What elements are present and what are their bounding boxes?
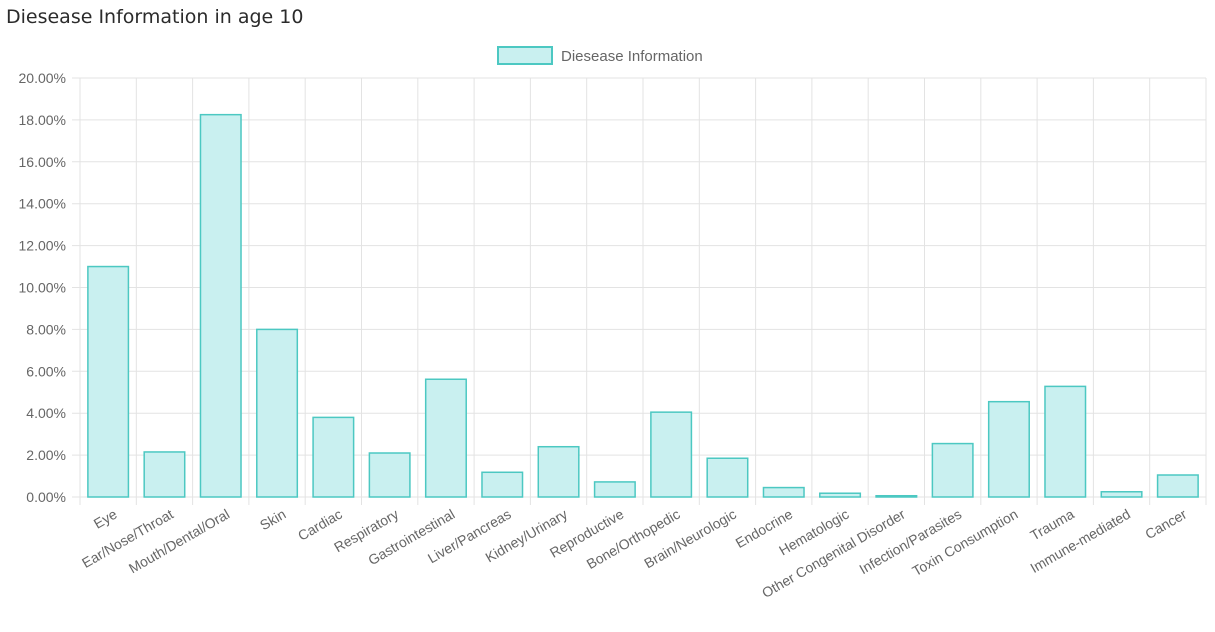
bar-infection-parasites[interactable]: [931, 442, 974, 498]
y-tick-label: 10.00%: [19, 280, 66, 296]
y-tick-label: 20.00%: [19, 70, 66, 86]
y-tick-label: 14.00%: [19, 196, 66, 212]
bar-gastrointestinal[interactable]: [424, 378, 467, 498]
legend[interactable]: Diesease Information: [497, 46, 703, 65]
x-category-label: Immune-mediated: [1027, 506, 1133, 576]
bar-brain-neurologic[interactable]: [706, 457, 749, 498]
bar-skin[interactable]: [256, 328, 299, 498]
bar-mouth-dental-oral[interactable]: [199, 113, 242, 498]
y-tick-label: 6.00%: [26, 363, 66, 379]
legend-label[interactable]: Diesease Information: [561, 48, 703, 65]
y-axis-ticks: 0.00% 2.00% 4.00% 6.00% 8.00% 10.00% 12.00% 14.…: [19, 70, 66, 505]
bar-cardiac[interactable]: [312, 416, 355, 498]
bar-cancer[interactable]: [1156, 474, 1199, 498]
bar-endocrine[interactable]: [762, 486, 805, 498]
x-category-label: Eye: [91, 506, 120, 532]
y-tick-label: 18.00%: [19, 112, 66, 128]
y-tick-label: 8.00%: [26, 321, 66, 337]
y-tick-label: 0.00%: [26, 489, 66, 505]
bar-ear-nose-throat[interactable]: [143, 451, 186, 498]
grid-lines: [72, 77, 1207, 505]
bar-eye[interactable]: [87, 265, 130, 498]
y-tick-label: 4.00%: [26, 405, 66, 421]
bar-toxin-consumption[interactable]: [987, 400, 1030, 498]
page-title: Diesease Information in age 10: [6, 6, 304, 28]
bar-liver-pancreas[interactable]: [481, 471, 524, 498]
bar-respiratory[interactable]: [368, 452, 411, 498]
bar-trauma[interactable]: [1044, 385, 1087, 498]
bar-series: [87, 113, 1199, 498]
bar-other-congenital-disorder[interactable]: [875, 494, 918, 498]
bar-hematologic[interactable]: [819, 492, 862, 498]
y-tick-label: 16.00%: [19, 154, 66, 170]
x-category-label: Mouth/Dental/Oral: [126, 506, 232, 577]
x-category-label: Cancer: [1142, 506, 1189, 543]
legend-swatch[interactable]: [497, 46, 553, 65]
bar-bone-orthopedic[interactable]: [650, 411, 693, 498]
y-tick-label: 12.00%: [19, 238, 66, 254]
x-category-label: Skin: [257, 506, 289, 533]
bar-reproductive[interactable]: [593, 481, 636, 498]
bar-kidney-urinary[interactable]: [537, 445, 580, 498]
x-category-label: Bone/Orthopedic: [584, 506, 683, 572]
bar-immune-mediated[interactable]: [1100, 491, 1143, 498]
y-tick-label: 2.00%: [26, 447, 66, 463]
x-category-label: Toxin Consumption: [909, 506, 1020, 579]
